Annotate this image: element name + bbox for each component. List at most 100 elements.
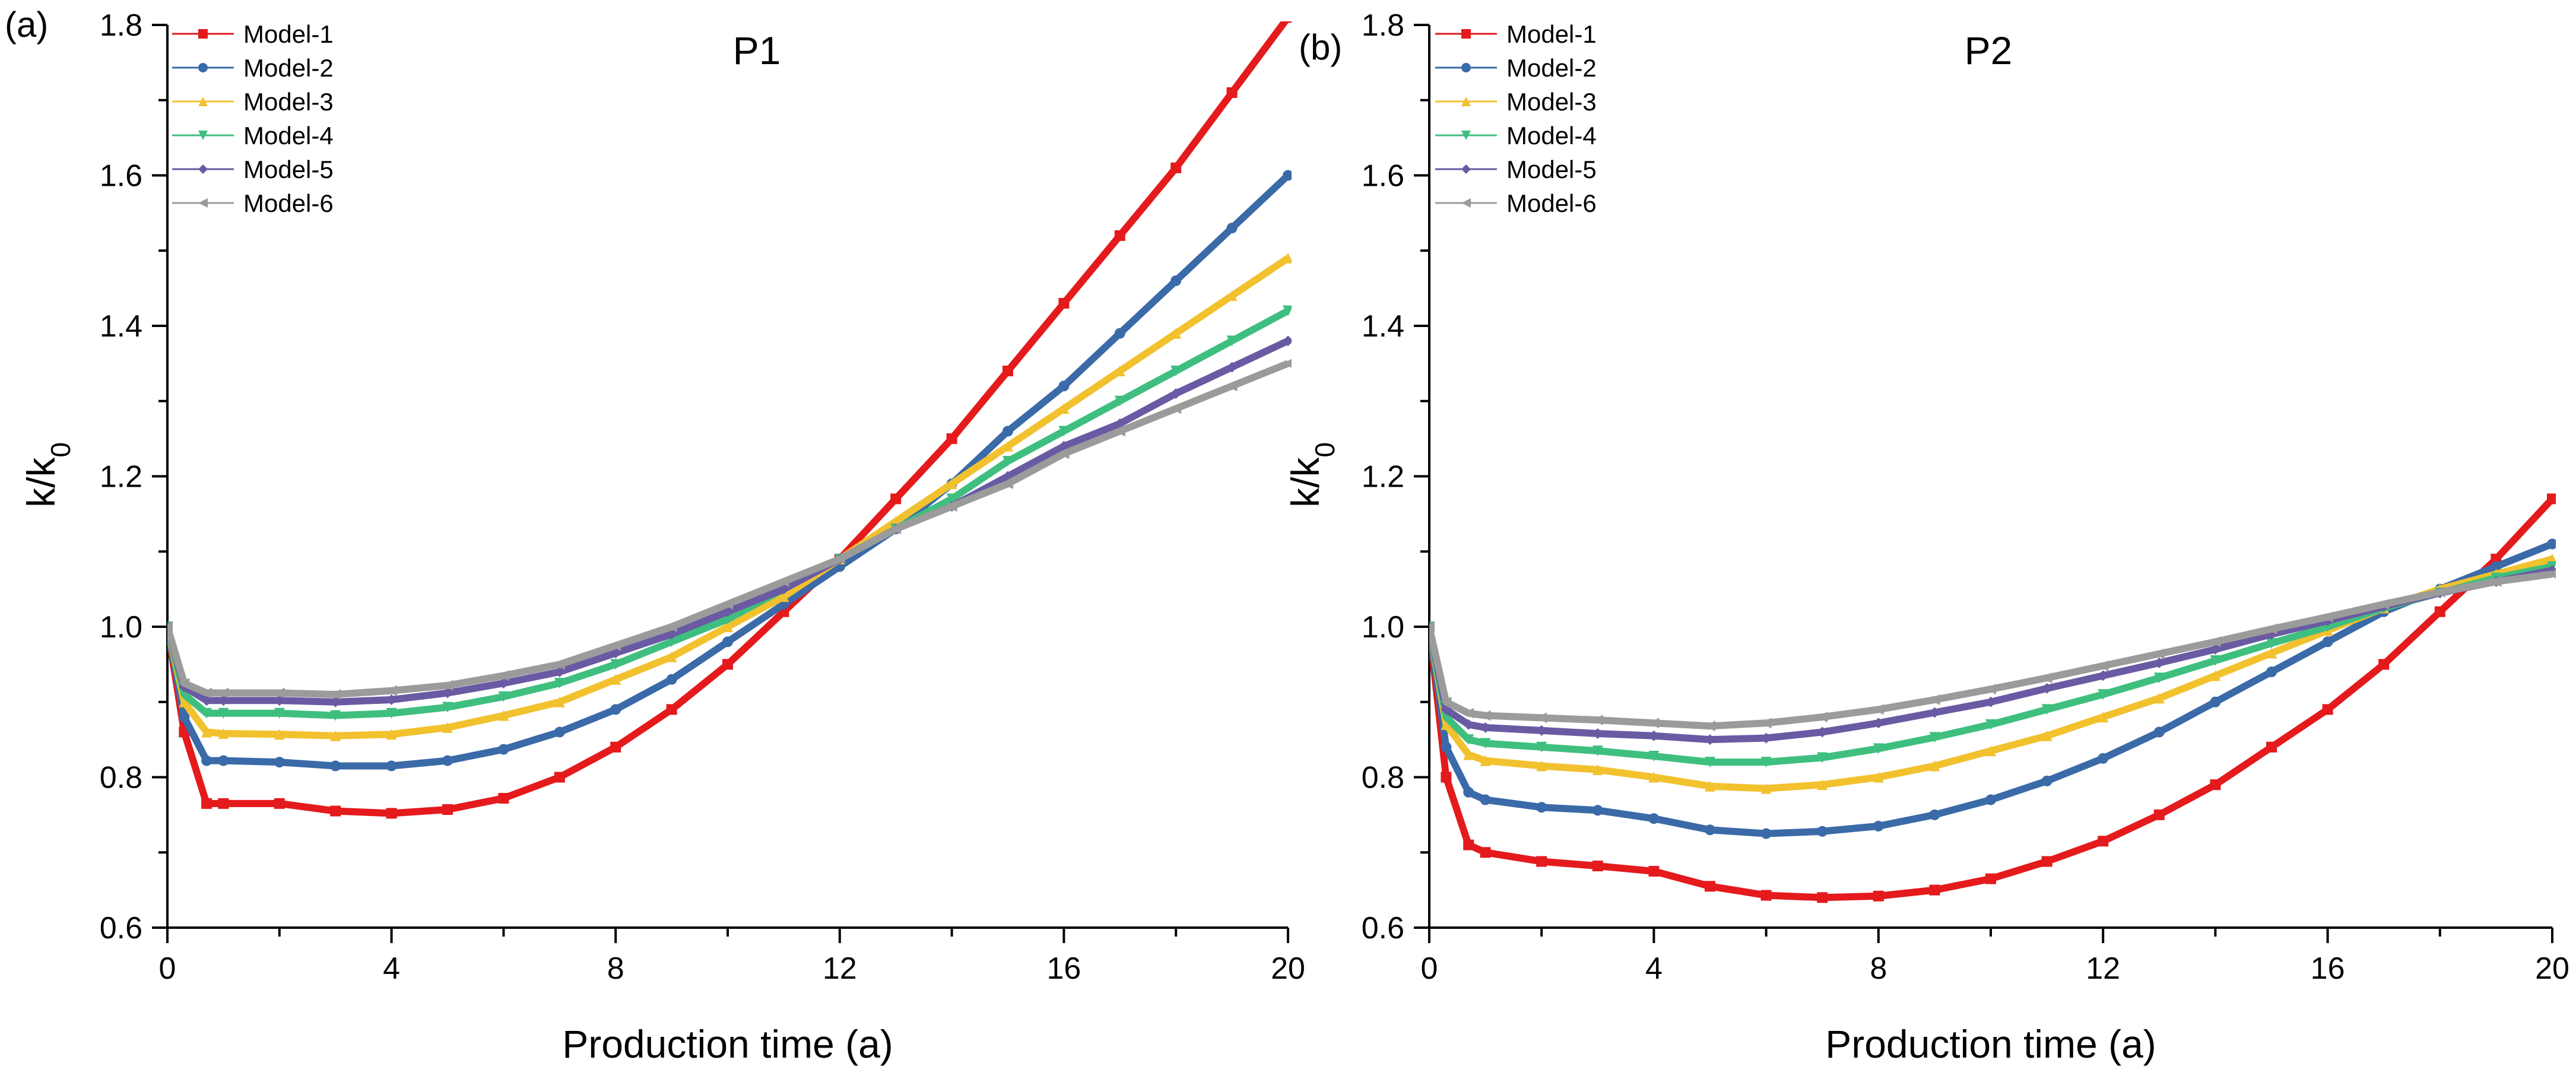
data-point: [386, 694, 397, 705]
data-point: [1985, 745, 1996, 757]
data-point: [666, 621, 677, 632]
data-point: [610, 704, 621, 715]
data-point: [498, 744, 509, 755]
data-point: [1429, 621, 1435, 632]
data-point: [1441, 741, 1452, 753]
data-point: [1480, 847, 1491, 858]
data-point: [1760, 757, 1772, 768]
data-point: [1441, 719, 1452, 730]
data-point: [386, 685, 397, 696]
data-point: [1592, 764, 1603, 775]
y-tick-label: 1.4: [100, 309, 142, 344]
series-model-1: [1429, 493, 2556, 903]
data-point: [1705, 734, 1715, 745]
data-point: [1480, 794, 1491, 805]
x-tick-label: 0: [159, 951, 176, 986]
data-point: [167, 621, 173, 632]
series-model-2: [167, 170, 1292, 772]
data-point: [2378, 659, 2390, 670]
data-point: [722, 598, 733, 610]
data-point: [1705, 757, 1715, 768]
data-point: [554, 726, 565, 738]
data-point: [1817, 712, 1828, 723]
data-point: [442, 755, 453, 766]
data-point: [554, 696, 565, 707]
legend-marker: [1461, 97, 1471, 106]
legend-label: Model-3: [1506, 88, 1597, 116]
data-point: [218, 695, 229, 706]
series-line: [167, 173, 1291, 770]
data-point: [1648, 718, 1660, 729]
data-point: [610, 659, 621, 670]
data-point: [1058, 297, 1070, 309]
data-point: [1929, 760, 1940, 772]
y-tick-label: 1.8: [1362, 8, 1404, 43]
x-tick-label: 20: [1271, 951, 1305, 986]
y-tick-label: 0.6: [100, 911, 142, 945]
data-point: [2266, 623, 2277, 634]
data-point: [2153, 648, 2165, 659]
data-point: [1003, 478, 1013, 490]
data-point: [2041, 672, 2052, 684]
data-point: [386, 707, 397, 719]
data-point: [442, 722, 453, 733]
series-model-6: [1429, 569, 2556, 732]
data-point: [1929, 694, 1940, 705]
data-point: [2098, 670, 2109, 681]
data-point: [1648, 772, 1660, 783]
series-model-4: [1429, 561, 2556, 768]
data-point: [201, 798, 212, 809]
data-point: [274, 707, 285, 719]
data-point: [1536, 725, 1547, 736]
data-point: [1760, 828, 1772, 839]
data-point: [2210, 670, 2221, 681]
series-line: [167, 337, 1290, 706]
data-point: [1283, 21, 1292, 23]
x-axis-title: Production time (a): [562, 1022, 893, 1066]
panel-label: (b): [1299, 27, 1342, 67]
data-point: [274, 687, 285, 699]
series-model-6: [167, 358, 1292, 700]
data-point: [2210, 655, 2221, 667]
data-point: [2041, 856, 2052, 867]
data-point: [179, 678, 190, 689]
data-point: [218, 707, 229, 719]
data-point: [2210, 636, 2221, 648]
y-tick-label: 1.6: [1362, 159, 1404, 193]
data-point: [1463, 719, 1474, 730]
y-tick-label: 0.8: [1362, 761, 1404, 795]
panel-title: P1: [733, 28, 781, 72]
data-point: [1705, 881, 1715, 892]
data-point: [274, 757, 285, 768]
data-point: [554, 772, 565, 783]
data-point: [1536, 802, 1547, 813]
data-point: [1463, 839, 1474, 850]
data-point: [218, 728, 229, 739]
data-point: [2491, 561, 2502, 572]
data-point: [666, 704, 677, 715]
data-point: [1283, 358, 1292, 368]
data-point: [946, 501, 957, 512]
x-tick-label: 8: [607, 951, 624, 986]
data-point: [2547, 493, 2556, 504]
y-tick-label: 1.0: [1362, 610, 1404, 645]
data-point: [2098, 660, 2109, 671]
x-tick-label: 12: [823, 951, 857, 986]
data-point: [722, 659, 733, 670]
data-point: [610, 674, 621, 685]
data-point: [1873, 718, 1884, 729]
data-point: [1817, 779, 1828, 791]
data-point: [1873, 890, 1884, 902]
legend-item: Model-6: [1435, 189, 1597, 217]
data-point: [1592, 728, 1603, 739]
data-point: [834, 553, 845, 564]
data-point: [1480, 755, 1491, 766]
data-point: [201, 726, 212, 738]
data-point: [386, 808, 397, 819]
legend-item: Model-3: [172, 88, 334, 116]
data-point: [1226, 290, 1238, 302]
data-point: [2547, 538, 2556, 550]
series-model-5: [167, 335, 1292, 707]
x-tick-label: 0: [1421, 951, 1438, 986]
legend-item: Model-2: [1435, 54, 1597, 82]
